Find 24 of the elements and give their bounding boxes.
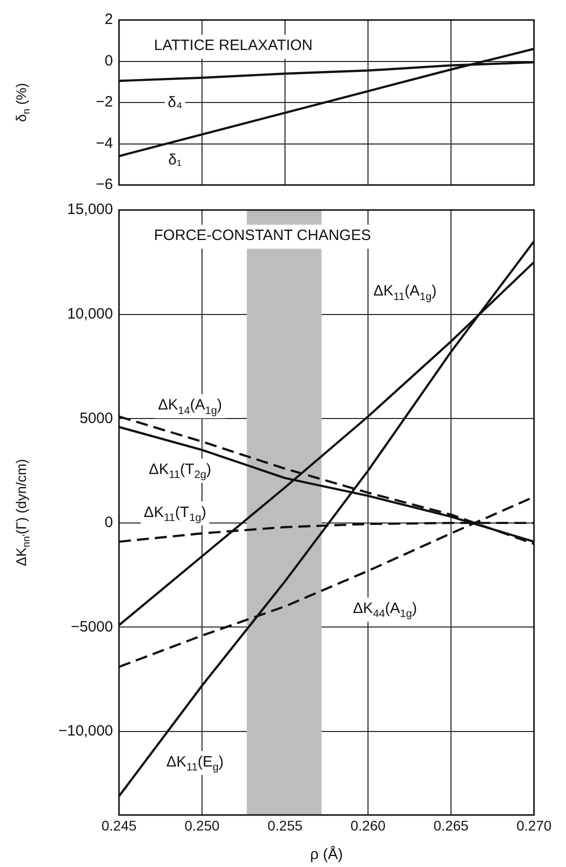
x-tick-label: 0.260 <box>350 817 386 834</box>
series-label: δ₁ <box>168 151 182 168</box>
y-tick-label: 15,000 <box>67 201 113 218</box>
y-tick-label: 0 <box>104 52 113 70</box>
series-label: δ₄ <box>168 94 182 111</box>
x-tick-label: 0.265 <box>433 817 469 834</box>
y-tick-label: −10,000 <box>58 722 113 740</box>
text: LATTICE RELAXATION <box>154 37 313 54</box>
text: FORCE-CONSTANT CHANGES <box>154 227 371 244</box>
x-tick-label: 0.250 <box>184 817 220 834</box>
x-tick-label: 0.255 <box>267 817 303 834</box>
y-axis-title: δn (%) <box>12 82 33 122</box>
y-tick-label: 2 <box>104 11 113 28</box>
y-tick-label: −4 <box>96 134 113 152</box>
y-tick-label: −2 <box>96 94 113 111</box>
y-axis-title: ΔKnn'(Γ) (dyn/cm) <box>12 458 33 566</box>
y-tick-label: −6 <box>96 176 113 194</box>
x-axis-title: ρ (Å) <box>310 845 343 864</box>
y-tick-label: 5000 <box>80 410 113 427</box>
y-tick-label: 0 <box>104 514 113 532</box>
y-tick-label: 10,000 <box>67 305 113 322</box>
x-tick-label: 0.270 <box>516 817 552 834</box>
x-tick-label: 0.245 <box>101 817 137 834</box>
y-tick-label: −5000 <box>70 618 113 636</box>
